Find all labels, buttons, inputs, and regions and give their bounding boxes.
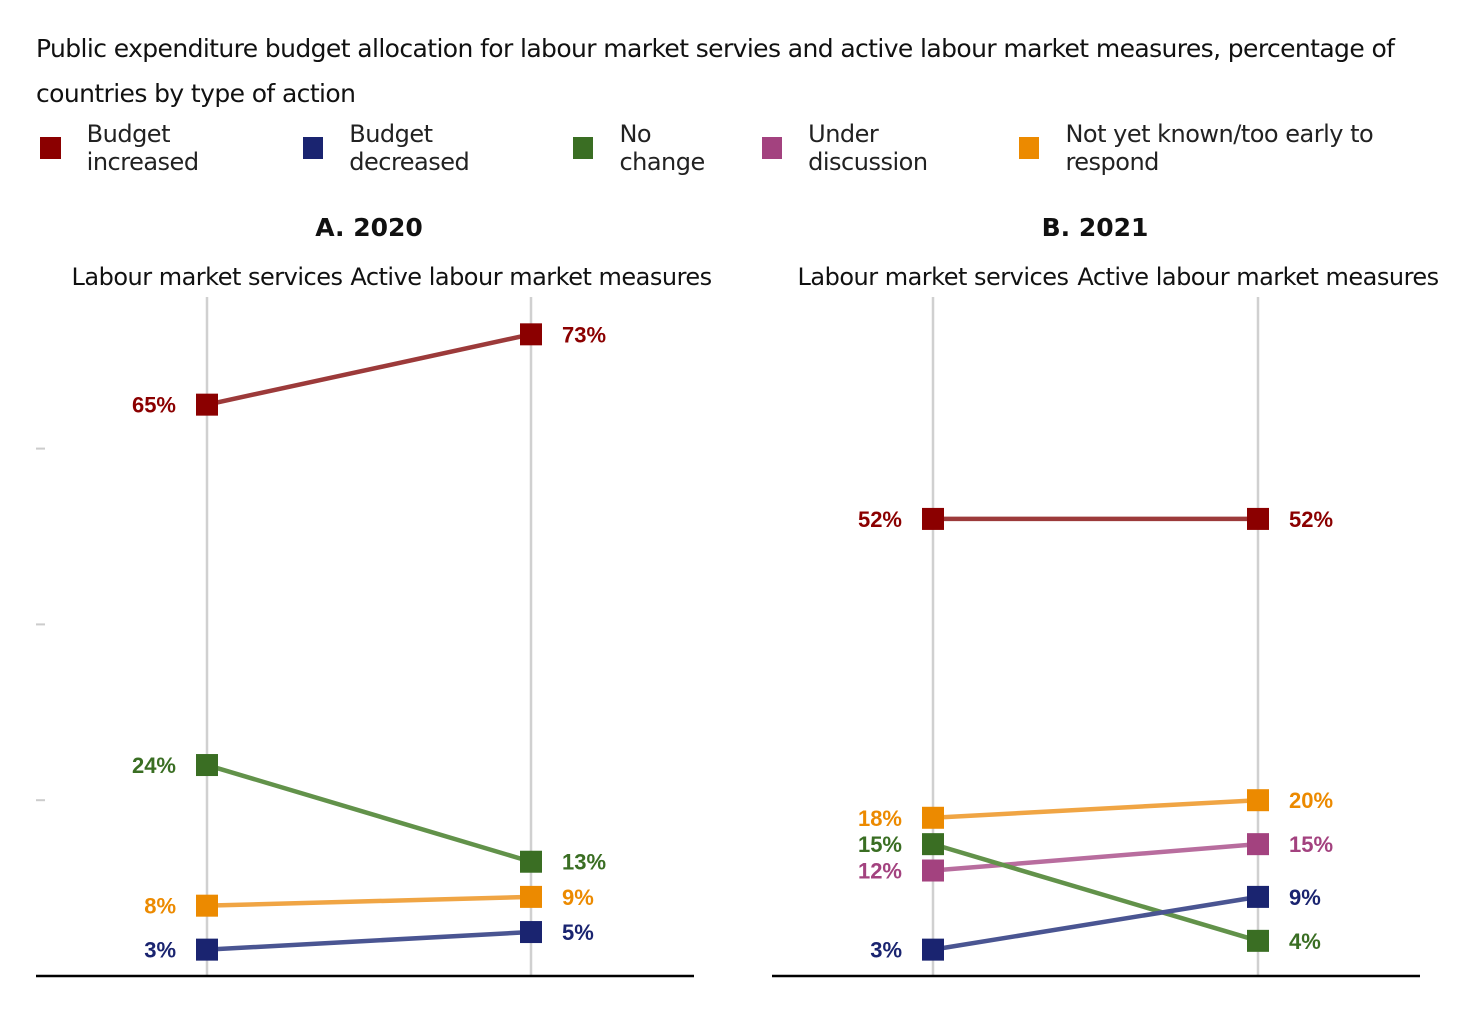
data-label: 4% xyxy=(1289,929,1321,954)
series-line xyxy=(206,929,532,952)
legend-swatch xyxy=(761,137,783,159)
legend-label: Not yet known/too early to respond xyxy=(1065,120,1374,176)
data-point-marker xyxy=(1247,929,1269,952)
series-line xyxy=(932,894,1259,952)
data-point-marker xyxy=(922,938,944,961)
data-label: 3% xyxy=(870,938,902,963)
data-point-marker xyxy=(1247,507,1269,530)
category-label: Active labour market measures xyxy=(350,263,711,291)
series-line xyxy=(206,332,532,407)
legend-swatch xyxy=(40,137,61,159)
panel-title: A. 2020 xyxy=(315,213,423,242)
data-point-marker xyxy=(520,323,542,346)
data-point-marker xyxy=(1247,833,1269,856)
data-label: 12% xyxy=(858,859,902,884)
legend-item-under-discussion: Under discussion xyxy=(761,120,993,176)
data-point-marker xyxy=(196,894,218,917)
data-label: 3% xyxy=(144,938,176,963)
chart-title: Public expenditure budget allocation for… xyxy=(36,34,1395,108)
legend-swatch xyxy=(302,137,324,159)
category-label: Active labour market measures xyxy=(1077,263,1438,291)
data-point-marker xyxy=(922,806,944,829)
data-point-marker xyxy=(520,850,542,873)
data-label: 9% xyxy=(562,885,594,910)
legend: Budget increased Budget decreased No cha… xyxy=(40,120,1476,176)
data-label: 24% xyxy=(132,753,176,778)
data-label: 8% xyxy=(144,894,176,919)
legend-label: Budget decreased xyxy=(349,120,470,176)
data-label: 15% xyxy=(858,832,902,857)
data-label: 52% xyxy=(858,507,902,532)
data-point-marker xyxy=(196,938,218,961)
series-line xyxy=(206,762,532,864)
category-label: Labour market services xyxy=(798,263,1069,291)
legend-swatch xyxy=(572,137,594,159)
legend-item-not-yet-known: Not yet known/too early to respond xyxy=(1018,120,1450,176)
series-line xyxy=(932,841,1259,943)
series-line xyxy=(932,797,1259,821)
legend-label: Under discussion xyxy=(808,120,928,176)
data-label: 20% xyxy=(1289,788,1333,813)
data-label: 18% xyxy=(858,806,902,831)
legend-item-budget-increased: Budget increased xyxy=(40,120,277,176)
legend-item-budget-decreased: Budget decreased xyxy=(302,120,547,176)
data-label: 13% xyxy=(562,850,606,875)
data-label: 52% xyxy=(1289,507,1333,532)
series-line xyxy=(206,894,532,908)
series-line xyxy=(932,841,1259,873)
data-label: 5% xyxy=(562,920,594,945)
category-label: Labour market services xyxy=(72,263,343,291)
data-point-marker xyxy=(922,859,944,882)
data-point-marker xyxy=(1247,885,1269,908)
data-label: 65% xyxy=(132,393,176,418)
panel-title: B. 2021 xyxy=(1042,213,1149,242)
legend-swatch xyxy=(1018,137,1040,159)
data-point-marker xyxy=(922,507,944,530)
data-point-marker xyxy=(196,754,218,777)
data-point-marker xyxy=(922,833,944,856)
data-label: 9% xyxy=(1289,885,1321,910)
data-point-marker xyxy=(520,885,542,908)
legend-item-no-change: No change xyxy=(572,120,736,176)
data-label: 15% xyxy=(1289,832,1333,857)
legend-label: Budget increased xyxy=(86,120,199,176)
legend-label: No change xyxy=(619,120,705,176)
data-point-marker xyxy=(196,393,218,416)
data-point-marker xyxy=(520,921,542,944)
data-label: 73% xyxy=(562,322,606,347)
data-point-marker xyxy=(1247,789,1269,812)
